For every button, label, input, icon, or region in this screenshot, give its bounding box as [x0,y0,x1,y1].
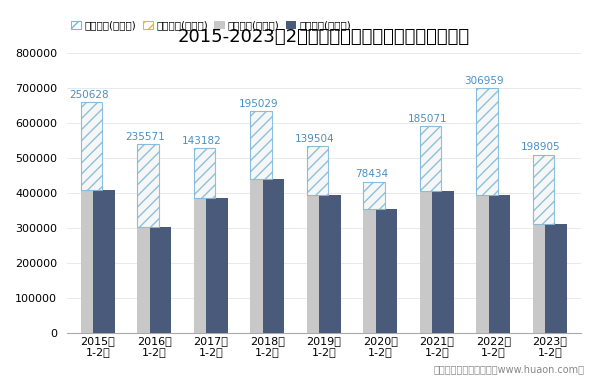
Bar [533,155,554,333]
Bar [364,182,385,209]
Bar [307,146,328,333]
Bar [94,190,115,333]
Bar [476,88,498,333]
Title: 2015-2023年2月福建省外商投资企业进出口差额图: 2015-2023年2月福建省外商投资企业进出口差额图 [178,28,470,46]
Bar [364,182,385,333]
Text: 198905: 198905 [521,143,561,153]
Text: 185071: 185071 [408,114,448,124]
Text: 143182: 143182 [182,135,222,146]
Bar [533,155,554,224]
Bar [263,179,284,333]
Bar [194,148,215,197]
Bar [250,111,272,333]
Bar [420,126,442,191]
Text: 306959: 306959 [464,76,504,86]
Text: 195029: 195029 [238,99,278,109]
Bar [81,102,103,190]
Bar [319,195,341,333]
Text: 235571: 235571 [126,132,165,142]
Bar [81,102,103,333]
Text: 制图：华经产业研究院（www.huaon.com）: 制图：华经产业研究院（www.huaon.com） [433,364,584,374]
Text: 250628: 250628 [69,90,108,100]
Legend: 贸易顺差(万美元), 贸易逆差(万美元), 出口总额(万美元), 进口总额(万美元): 贸易顺差(万美元), 贸易逆差(万美元), 出口总额(万美元), 进口总额(万美… [67,17,355,35]
Bar [206,197,228,333]
Bar [194,148,215,333]
Bar [545,224,567,333]
Bar [138,144,159,227]
Bar [138,144,159,333]
Bar [476,88,498,196]
Text: 139504: 139504 [295,134,335,144]
Bar [489,196,510,333]
Bar [150,227,172,333]
Text: 78434: 78434 [355,170,388,179]
Bar [433,191,454,333]
Bar [420,126,442,333]
Bar [307,146,328,195]
Bar [376,209,398,333]
Bar [250,111,272,179]
